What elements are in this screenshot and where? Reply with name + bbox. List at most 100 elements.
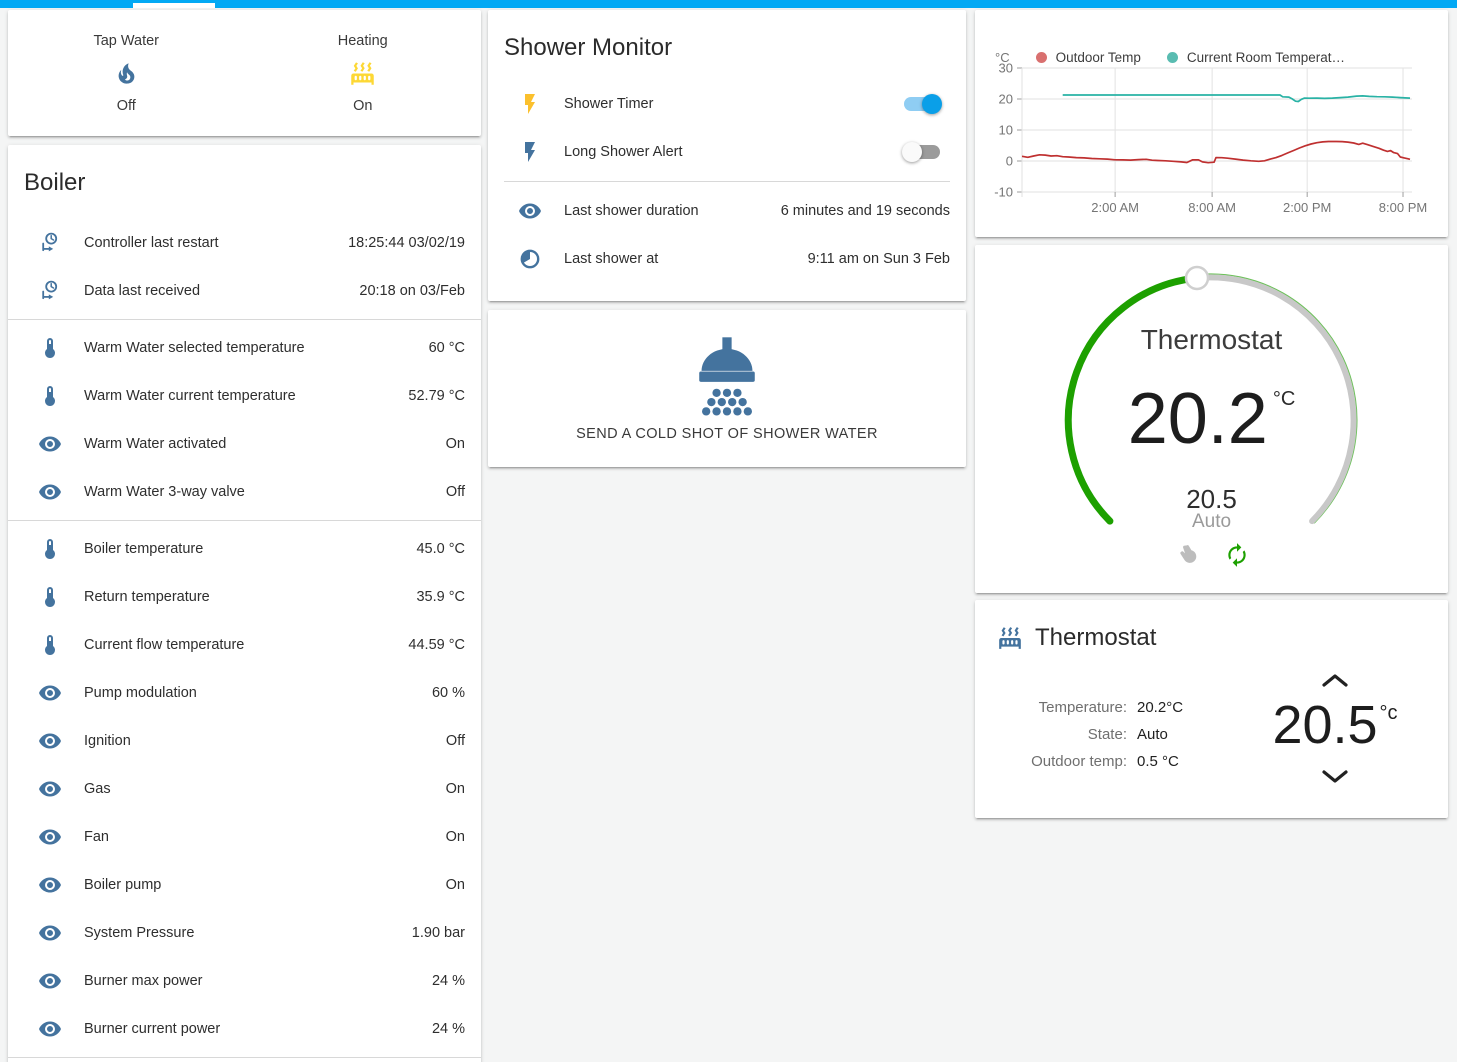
sensor-row[interactable]: Controller last restart 18:25:44 03/02/1…: [8, 219, 481, 267]
sensor-row[interactable]: Boiler temperature 45.0 °C: [8, 525, 481, 573]
chart-unit-label: °C: [995, 50, 1010, 65]
svg-text:10: 10: [999, 123, 1013, 138]
sensor-row-value: Off: [445, 484, 465, 500]
hand-icon[interactable]: [1174, 542, 1200, 568]
sensor-row-value: 60 °C: [428, 340, 465, 356]
info-value: 20.2°C: [1137, 699, 1184, 716]
sensor-row[interactable]: Boiler pump On: [8, 861, 481, 909]
sensor-row-value: On: [445, 877, 465, 893]
dial-active-arc: [1064, 274, 1201, 525]
sensor-row[interactable]: Data last received 20:18 on 03/Feb: [8, 267, 481, 315]
temperature-history-chart: 30 20 10 0 -10 2:00 AM 8:00 AM 2:00 PM 8:00 PM: [994, 61, 1427, 216]
sensor-row[interactable]: System Pressure 1.90 bar: [8, 909, 481, 957]
chevron-up-icon: [1322, 674, 1348, 687]
shower-monitor-toggle-rows: Shower Timer Long Shower Alert: [488, 80, 966, 176]
sensor-row-icon: [38, 681, 62, 705]
sensor-row-label: Ignition: [84, 733, 131, 749]
toggle-row[interactable]: Shower Timer: [488, 80, 966, 128]
info-label: State:: [1087, 726, 1127, 743]
shower-monitor-title: Shower Monitor: [504, 34, 673, 61]
boiler-rows: Controller last restart 18:25:44 03/02/1…: [8, 219, 481, 1058]
shower-monitor-card: Shower Monitor Shower Timer Long Shower …: [488, 10, 966, 301]
sensor-row[interactable]: Last shower at 9:11 am on Sun 3 Feb: [488, 235, 966, 283]
sensor-row-icon: [38, 969, 62, 993]
sensor-row-value: 60 %: [431, 685, 465, 701]
sensor-row-value: 44.59 °C: [408, 637, 465, 653]
toggle-switch[interactable]: [904, 94, 942, 114]
sensor-row-icon: [38, 279, 62, 303]
shower-button-card[interactable]: SEND A COLD SHOT OF SHOWER WATER: [488, 310, 966, 467]
sensor-row-value: On: [445, 781, 465, 797]
sensor-row[interactable]: Warm Water selected temperature 60 °C: [8, 324, 481, 372]
info-label: Temperature:: [1038, 699, 1127, 716]
increase-temp-button[interactable]: [1314, 670, 1356, 695]
sensor-row[interactable]: Gas On: [8, 765, 481, 813]
sensor-row-icon: [38, 729, 62, 753]
sensor-row-label: Return temperature: [84, 589, 210, 605]
sensor-row-label: Data last received: [84, 283, 201, 299]
sensor-row[interactable]: Warm Water 3-way valve Off: [8, 468, 481, 516]
sensor-row-label: Last shower duration: [564, 203, 699, 219]
autorenew-icon[interactable]: [1224, 542, 1250, 568]
decrease-temp-button[interactable]: [1314, 767, 1356, 792]
divider: [8, 319, 481, 320]
target-temp-stepper: 20.5 °c: [1260, 670, 1410, 792]
legend-item-outdoor: Outdoor Temp: [1035, 50, 1141, 65]
tap-water-heating-card: Tap Water Off Heating On: [8, 10, 481, 136]
sensor-row[interactable]: Return temperature 35.9 °C: [8, 573, 481, 621]
thermostat-dial[interactable]: [975, 245, 1448, 593]
glance-entity-state: Off: [116, 97, 136, 114]
dial-current-temperature: 20.2 °C: [1127, 379, 1296, 459]
boiler-card: Boiler Controller last restart 18:25:44 …: [8, 145, 481, 1062]
sensor-row-value: 24 %: [431, 1021, 465, 1037]
sensor-row[interactable]: Burner current power 24 %: [8, 1005, 481, 1053]
sensor-row[interactable]: Warm Water activated On: [8, 420, 481, 468]
sensor-row-icon: [38, 537, 62, 561]
svg-text:-10: -10: [994, 185, 1013, 200]
sensor-row[interactable]: Current flow temperature 44.59 °C: [8, 621, 481, 669]
chart-legend: °C Outdoor Temp Current Room Temperat…: [995, 50, 1345, 65]
sensor-row-value: 9:11 am on Sun 3 Feb: [807, 251, 950, 267]
sensor-row-icon: [38, 336, 62, 360]
sensor-row[interactable]: Burner max power 24 %: [8, 957, 481, 1005]
shower-head-icon: [689, 335, 765, 416]
history-graph-card: °C Outdoor Temp Current Room Temperat… 3…: [975, 10, 1448, 237]
glance-entity-label: Heating: [337, 32, 388, 49]
thermostat-dial-card: Thermostat 20.2 °C 20.5 Auto: [975, 245, 1448, 593]
dial-mode: Auto: [1191, 511, 1232, 532]
info-row: Temperature: 20.2°C: [1015, 694, 1183, 721]
sensor-row-value: 52.79 °C: [408, 388, 465, 404]
divider: [8, 520, 481, 521]
sensor-row-label: Warm Water current temperature: [84, 388, 296, 404]
sensor-row-value: 18:25:44 03/02/19: [348, 235, 465, 251]
glance-entity[interactable]: Heating On: [245, 10, 482, 136]
sensor-row[interactable]: Fan On: [8, 813, 481, 861]
info-row: State: Auto: [1015, 721, 1183, 748]
dial-handle[interactable]: [1184, 265, 1210, 291]
svg-text:8:00 AM: 8:00 AM: [1188, 200, 1236, 215]
sensor-row[interactable]: Pump modulation 60 %: [8, 669, 481, 717]
svg-text:30: 30: [999, 61, 1013, 76]
toggle-row-label: Shower Timer: [564, 96, 654, 112]
toggle-row[interactable]: Long Shower Alert: [488, 128, 966, 176]
sensor-row-icon: [38, 825, 62, 849]
glance-entity-icon: [113, 60, 140, 87]
glance-entity[interactable]: Tap Water Off: [8, 10, 245, 136]
sensor-row-value: 45.0 °C: [416, 541, 465, 557]
glance-entity-state: On: [353, 97, 373, 114]
toggle-knob: [902, 142, 922, 162]
toggle-switch[interactable]: [902, 142, 940, 162]
sensor-row[interactable]: Last shower duration 6 minutes and 19 se…: [488, 187, 966, 235]
sensor-row[interactable]: Ignition Off: [8, 717, 481, 765]
sensor-row-label: Burner current power: [84, 1021, 221, 1037]
sensor-row-label: Burner max power: [84, 973, 203, 989]
sensor-row-value: Off: [445, 733, 465, 749]
active-tab-indicator[interactable]: [133, 3, 215, 8]
shower-monitor-sensor-rows: Last shower duration 6 minutes and 19 se…: [488, 187, 966, 283]
sensor-row-label: Pump modulation: [84, 685, 197, 701]
sensor-row-value: 1.90 bar: [411, 925, 465, 941]
sensor-row[interactable]: Warm Water current temperature 52.79 °C: [8, 372, 481, 420]
legend-item-room: Current Room Temperat…: [1166, 50, 1345, 65]
sensor-row-icon: [38, 873, 62, 897]
